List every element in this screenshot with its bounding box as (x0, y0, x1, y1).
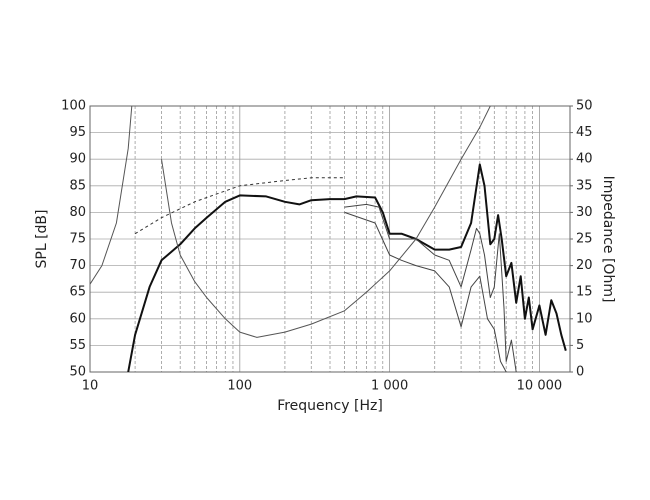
y2-tick-label: 45 (576, 125, 593, 140)
series-line (90, 106, 491, 338)
y2-tick-label: 25 (576, 232, 593, 247)
y2-tick-label: 10 (576, 311, 593, 326)
y-tick-label: 80 (69, 205, 86, 220)
x-tick-label: 100 (227, 379, 252, 394)
y-tick-label: 55 (69, 338, 86, 353)
x-tick-label: 10 (82, 379, 99, 394)
series-line (344, 211, 507, 372)
y2-tick-label: 15 (576, 285, 593, 300)
x-axis-title: Frequency [Hz] (277, 398, 383, 414)
y-tick-label: 100 (61, 99, 86, 114)
y-tick-label: 90 (69, 152, 86, 167)
y-tick-label: 85 (69, 178, 86, 193)
y2-tick-label: 35 (576, 178, 593, 193)
y-axis-title: SPL [dB] (34, 210, 50, 269)
y2-tick-label: 0 (576, 365, 584, 380)
y-tick-label: 95 (69, 125, 86, 140)
y2-axis-title: Impedance [Ohm] (600, 176, 616, 303)
series-line (344, 203, 517, 372)
y-tick-label: 50 (69, 365, 86, 380)
y-tick-label: 65 (69, 285, 86, 300)
series-line (127, 163, 567, 372)
y2-tick-label: 40 (576, 152, 593, 167)
y2-tick-label: 5 (576, 338, 584, 353)
y-tick-label: 70 (69, 258, 86, 273)
y2-tick-label: 20 (576, 258, 593, 273)
plot-frame (89, 105, 571, 373)
plot-area (90, 106, 567, 372)
y-tick-label: 60 (69, 311, 86, 326)
y2-tick-label: 50 (576, 99, 593, 114)
x-tick-label: 1 000 (371, 379, 408, 394)
y-tick-label: 75 (69, 232, 86, 247)
x-tick-label: 10 000 (517, 379, 563, 394)
series-line (134, 177, 345, 235)
y2-tick-label: 30 (576, 205, 593, 220)
